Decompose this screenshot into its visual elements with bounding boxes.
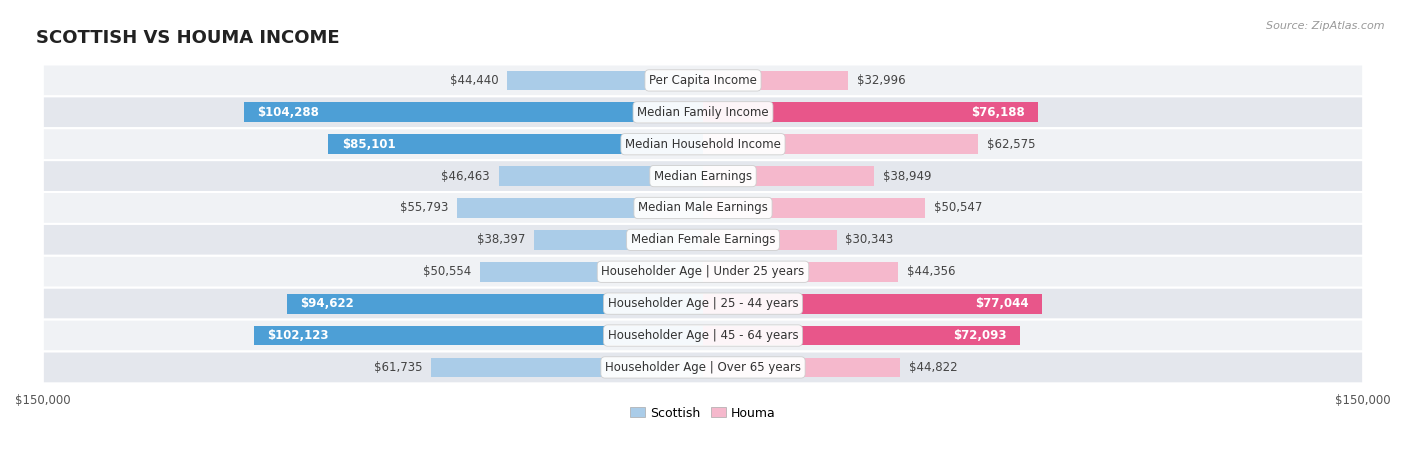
FancyBboxPatch shape [42, 352, 1364, 383]
Bar [481, 262, 703, 282]
FancyBboxPatch shape [42, 224, 1364, 256]
FancyBboxPatch shape [42, 96, 1364, 128]
Text: $94,622: $94,622 [299, 297, 353, 310]
Text: $38,949: $38,949 [883, 170, 932, 183]
Text: Householder Age | Under 25 years: Householder Age | Under 25 years [602, 265, 804, 278]
Text: $76,188: $76,188 [972, 106, 1025, 119]
Text: Per Capita Income: Per Capita Income [650, 74, 756, 87]
Bar [245, 102, 703, 122]
Text: Householder Age | 45 - 64 years: Householder Age | 45 - 64 years [607, 329, 799, 342]
Bar [287, 294, 703, 313]
FancyBboxPatch shape [42, 288, 1364, 319]
Text: $38,397: $38,397 [477, 234, 526, 247]
Bar [703, 198, 925, 218]
Text: Householder Age | Over 65 years: Householder Age | Over 65 years [605, 361, 801, 374]
Bar [703, 166, 875, 186]
Text: $30,343: $30,343 [845, 234, 894, 247]
FancyBboxPatch shape [42, 128, 1364, 160]
Bar [703, 262, 898, 282]
Legend: Scottish, Houma: Scottish, Houma [626, 402, 780, 425]
FancyBboxPatch shape [42, 192, 1364, 224]
Text: $44,356: $44,356 [907, 265, 956, 278]
Text: $50,554: $50,554 [423, 265, 471, 278]
FancyBboxPatch shape [42, 160, 1364, 192]
Text: $32,996: $32,996 [858, 74, 905, 87]
Bar [253, 325, 703, 346]
FancyBboxPatch shape [42, 64, 1364, 96]
Bar [499, 166, 703, 186]
Text: SCOTTISH VS HOUMA INCOME: SCOTTISH VS HOUMA INCOME [37, 29, 340, 47]
Text: $104,288: $104,288 [257, 106, 319, 119]
Text: $44,440: $44,440 [450, 74, 499, 87]
Text: $55,793: $55,793 [401, 201, 449, 214]
Text: Householder Age | 25 - 44 years: Householder Age | 25 - 44 years [607, 297, 799, 310]
Bar [329, 134, 703, 154]
Bar [508, 71, 703, 90]
Text: Source: ZipAtlas.com: Source: ZipAtlas.com [1267, 21, 1385, 31]
Text: $46,463: $46,463 [441, 170, 489, 183]
Text: Median Male Earnings: Median Male Earnings [638, 201, 768, 214]
Text: Median Household Income: Median Household Income [626, 138, 780, 151]
Bar [703, 71, 848, 90]
Text: $72,093: $72,093 [953, 329, 1007, 342]
Bar [703, 358, 900, 377]
FancyBboxPatch shape [42, 256, 1364, 288]
Bar [534, 230, 703, 250]
Bar [703, 102, 1038, 122]
Bar [703, 325, 1021, 346]
Text: $61,735: $61,735 [374, 361, 422, 374]
Text: $77,044: $77,044 [976, 297, 1029, 310]
Text: Median Female Earnings: Median Female Earnings [631, 234, 775, 247]
Bar [703, 230, 837, 250]
Text: $50,547: $50,547 [934, 201, 983, 214]
Bar [703, 294, 1042, 313]
Text: $44,822: $44,822 [910, 361, 957, 374]
Text: Median Family Income: Median Family Income [637, 106, 769, 119]
Bar [703, 134, 979, 154]
Bar [432, 358, 703, 377]
Bar [457, 198, 703, 218]
FancyBboxPatch shape [42, 319, 1364, 352]
Text: $102,123: $102,123 [267, 329, 328, 342]
Text: Median Earnings: Median Earnings [654, 170, 752, 183]
Text: $62,575: $62,575 [987, 138, 1036, 151]
Text: $85,101: $85,101 [342, 138, 395, 151]
